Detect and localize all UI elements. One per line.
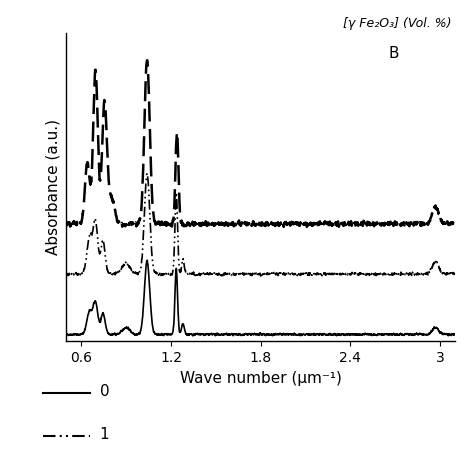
Text: [γ Fe₂O₃] (Vol. %): [γ Fe₂O₃] (Vol. %): [343, 17, 451, 30]
X-axis label: Wave number (μm⁻¹): Wave number (μm⁻¹): [180, 371, 342, 385]
Y-axis label: Absorbance (a.u.): Absorbance (a.u.): [46, 119, 61, 255]
Text: 0: 0: [100, 384, 109, 399]
Text: 1: 1: [100, 427, 109, 442]
Text: B: B: [389, 46, 400, 61]
